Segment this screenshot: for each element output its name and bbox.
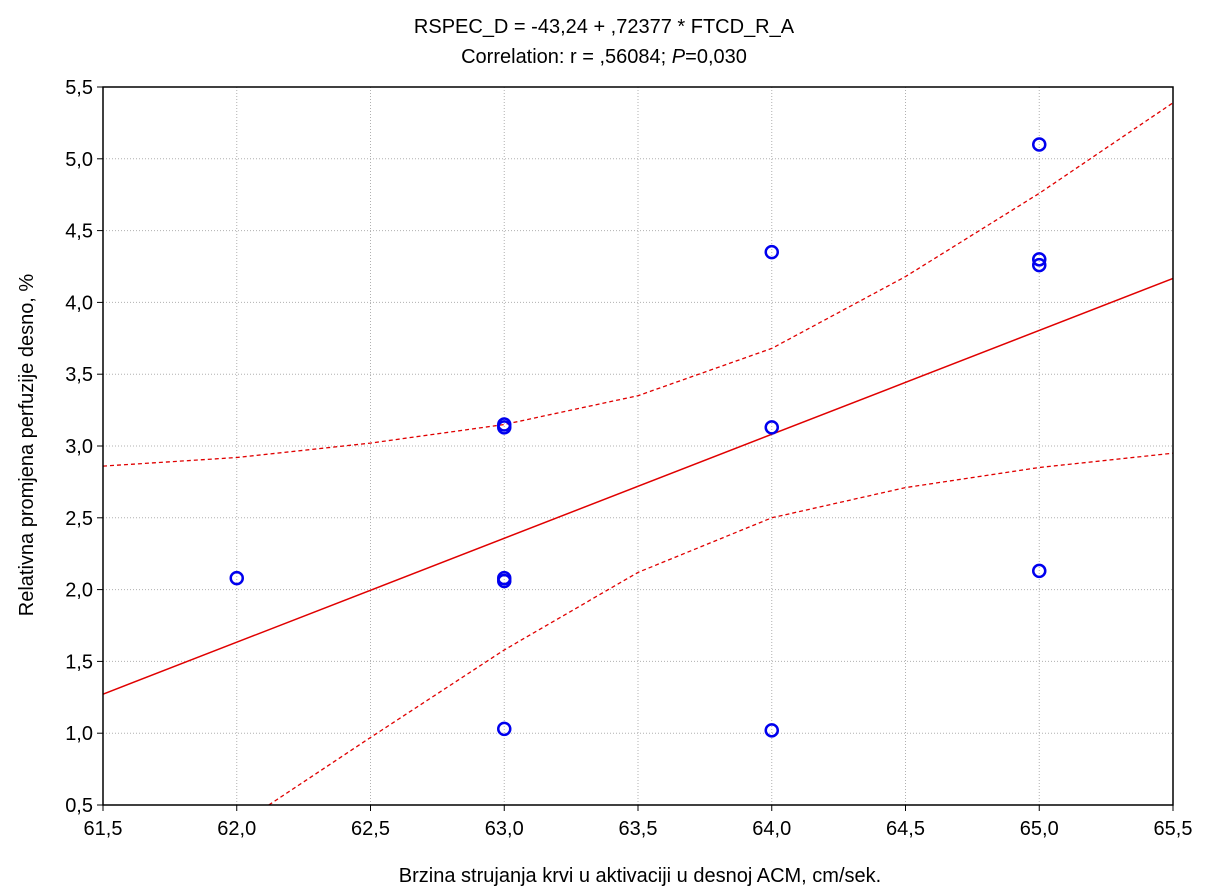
confidence-bands [102,102,1174,806]
y-tick-label: 2,0 [65,580,93,602]
chart-title-line-2: Correlation: r = ,56084; P=0,030 [461,46,747,68]
title-p-value: =0,030 [685,46,747,68]
data-point [764,723,779,738]
x-tick-label: 62,0 [217,818,256,840]
y-tick-label: 3,0 [65,436,93,458]
x-axis-label: Brzina strujanja krvi u aktivaciji u des… [399,865,881,887]
y-tick-label: 2,5 [65,508,93,530]
confidence-upper-line [102,102,1174,467]
data-point [497,721,512,737]
chart-title-line-1: RSPEC_D = -43,24 + ,72377 * FTCD_R_A [414,16,795,38]
y-tick-label: 5,5 [65,77,93,99]
x-tick-label: 62,5 [351,818,390,840]
regression-line-group [102,277,1174,695]
confidence-lower-line [268,452,1174,806]
x-tick-label: 64,5 [886,818,925,840]
x-tick-label: 63,0 [485,818,524,840]
x-tick-label: 61,5 [84,818,123,840]
title-p-italic: P [672,46,686,68]
title-stat-text: Correlation: r = ,56084; [461,46,672,68]
y-axis-ticks: 0,5 1,0 1,5 2,0 2,5 3,0 3,5 4,0 4,5 5,0 5,5 [65,77,103,817]
regression-line [102,277,1174,695]
y-axis-label: Relativna promjena perfuzije desno, % [16,274,38,617]
data-point [1032,257,1047,273]
data-point [764,420,779,435]
x-tick-label: 65,0 [1020,818,1059,840]
y-tick-label: 5,0 [65,149,93,171]
y-tick-label: 3,5 [65,364,93,386]
y-tick-label: 0,5 [65,795,93,817]
data-point [764,244,779,260]
grid-lines [103,87,1173,805]
y-tick-label: 1,0 [65,723,93,745]
x-axis-ticks: 61,5 62,0 62,5 63,0 63,5 64,0 64,5 65,0 65,5 [84,805,1193,840]
data-point [497,573,512,589]
data-points [229,137,1047,738]
y-tick-label: 1,5 [65,651,93,673]
x-tick-label: 64,0 [752,818,791,840]
y-tick-label: 4,5 [65,221,93,243]
x-tick-label: 63,5 [619,818,658,840]
data-point [1032,563,1047,579]
data-point [497,420,512,435]
data-point [1032,252,1047,267]
data-point [229,570,244,586]
y-tick-label: 4,0 [65,292,93,314]
data-point [1032,137,1047,152]
x-tick-label: 65,5 [1154,818,1193,840]
